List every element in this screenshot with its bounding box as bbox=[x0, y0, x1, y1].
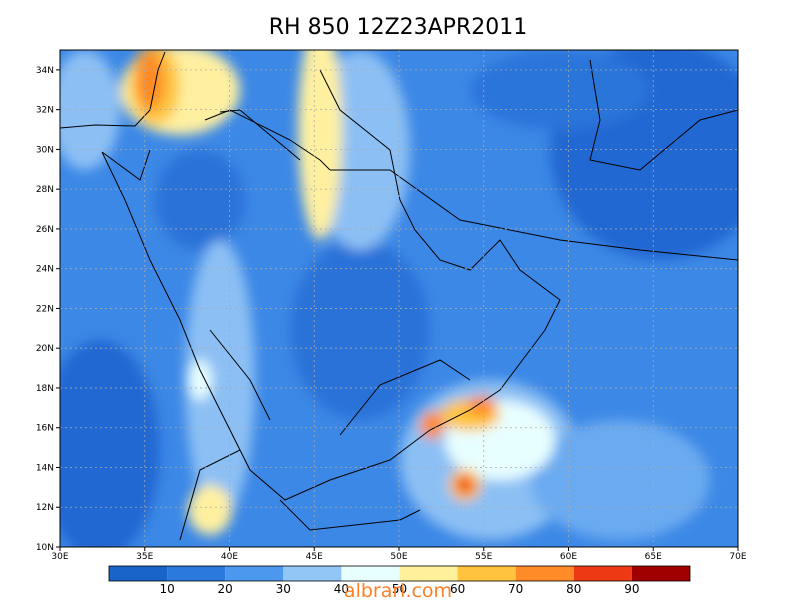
colorbar-label: 30 bbox=[276, 582, 291, 596]
colorbar-box bbox=[631, 566, 690, 581]
colorbar-label: 20 bbox=[218, 582, 233, 596]
colorbar-label: 50 bbox=[392, 582, 407, 596]
x-tick-label: 70E bbox=[729, 552, 746, 562]
colorbar-box bbox=[283, 566, 342, 581]
x-tick-label: 55E bbox=[475, 552, 492, 562]
colorbar-label: 90 bbox=[624, 582, 639, 596]
y-tick-label: 24N bbox=[36, 265, 54, 275]
y-tick-label: 18N bbox=[36, 384, 54, 394]
colorbar-frame bbox=[108, 565, 691, 582]
colorbar-box bbox=[399, 566, 458, 581]
y-tick-label: 16N bbox=[36, 424, 54, 434]
colorbar-label: 60 bbox=[450, 582, 465, 596]
colorbar-box bbox=[225, 566, 284, 581]
colorbar-box bbox=[515, 566, 574, 581]
y-tick-label: 34N bbox=[36, 66, 54, 76]
coastline bbox=[60, 51, 738, 541]
colorbar-label: 40 bbox=[334, 582, 349, 596]
x-tick-label: 65E bbox=[645, 552, 662, 562]
x-tick-label: 45E bbox=[306, 552, 323, 562]
colorbar-box bbox=[457, 566, 516, 581]
x-tick-label: 40E bbox=[221, 552, 238, 562]
x-tick-label: 35E bbox=[136, 552, 153, 562]
colorbar-box bbox=[341, 566, 400, 581]
y-tick-label: 30N bbox=[36, 145, 54, 155]
colorbar-box bbox=[167, 566, 226, 581]
x-tick-label: 30E bbox=[51, 552, 68, 562]
colorbar: 10 20 30 40 50 60 70 80 90 bbox=[108, 565, 691, 596]
frame bbox=[59, 49, 739, 548]
title: RH 850 12Z23APR2011 bbox=[269, 15, 527, 40]
watermark: albrari.com bbox=[344, 580, 452, 600]
rh-field bbox=[60, 50, 738, 547]
colorbar-box bbox=[109, 566, 168, 581]
colorbar-box bbox=[573, 566, 632, 581]
y-tick-label: 26N bbox=[36, 225, 54, 235]
y-tick-label: 28N bbox=[36, 185, 54, 195]
colorbar-label: 80 bbox=[566, 582, 581, 596]
y-tick-label: 32N bbox=[36, 106, 54, 116]
y-tick-label: 22N bbox=[36, 304, 54, 314]
y-tick-label: 20N bbox=[36, 344, 54, 354]
colorbar-label: 70 bbox=[508, 582, 523, 596]
y-tick-label: 12N bbox=[36, 503, 54, 513]
y-tick-label: 14N bbox=[36, 463, 54, 473]
x-tick-label: 50E bbox=[390, 552, 407, 562]
x-tick-label: 60E bbox=[560, 552, 577, 562]
colorbar-label: 10 bbox=[159, 582, 174, 596]
y-tick-label: 10N bbox=[36, 543, 54, 553]
